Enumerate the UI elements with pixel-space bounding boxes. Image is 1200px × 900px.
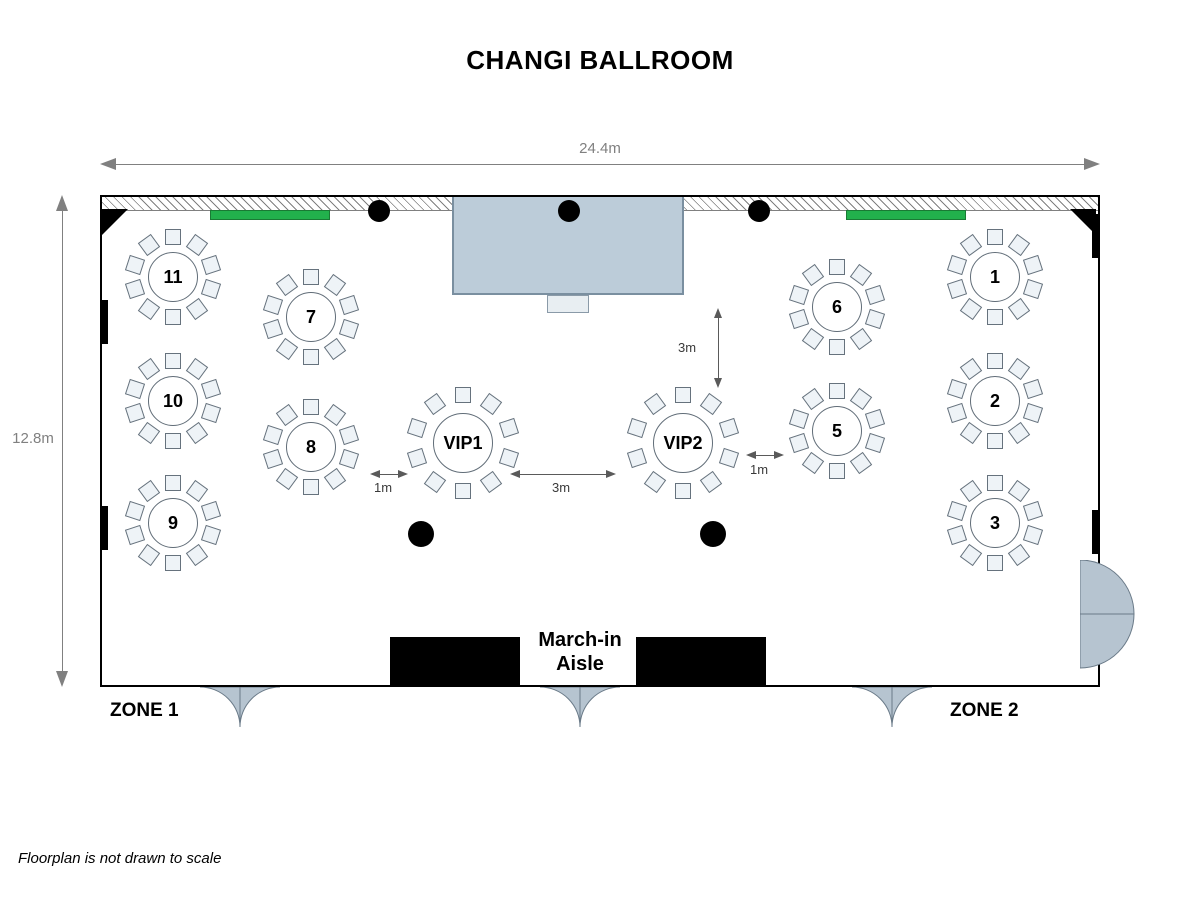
- dim-left-line: [62, 209, 63, 673]
- dim-left-label: 12.8m: [6, 430, 60, 447]
- banquet-table-9: 9: [118, 468, 228, 578]
- table-label: 6: [782, 252, 892, 362]
- dim-top-arrow-left: [100, 158, 116, 170]
- table-label: 7: [256, 262, 366, 372]
- wall-pillar: [100, 300, 108, 344]
- door: [1080, 560, 1138, 674]
- table-label: 2: [940, 346, 1050, 456]
- dim-left-arrow-down: [56, 671, 68, 687]
- footnote: Floorplan is not drawn to scale: [18, 850, 221, 867]
- pillar: [700, 521, 726, 547]
- entry-block: [636, 637, 766, 685]
- dim-arrow: [714, 308, 722, 318]
- aisle-line2: Aisle: [530, 652, 630, 676]
- banquet-table-vip1: VIP1: [398, 378, 528, 508]
- table-label: 1: [940, 222, 1050, 332]
- banquet-table-5: 5: [782, 376, 892, 486]
- dim-label: 3m: [552, 480, 570, 495]
- banquet-table-6: 6: [782, 252, 892, 362]
- table-label: 9: [118, 468, 228, 578]
- banquet-table-11: 11: [118, 222, 228, 332]
- dim-arrow: [606, 470, 616, 478]
- banquet-table-8: 8: [256, 392, 366, 502]
- banquet-table-3: 3: [940, 468, 1050, 578]
- stage-steps: [547, 295, 589, 313]
- dim-left-arrow-up: [56, 195, 68, 211]
- banquet-table-7: 7: [256, 262, 366, 372]
- aisle-line1: March-in: [530, 628, 630, 652]
- door: [852, 687, 932, 731]
- dim-line: [718, 316, 719, 380]
- table-label: 8: [256, 392, 366, 502]
- banquet-table-vip2: VIP2: [618, 378, 748, 508]
- pillar: [408, 521, 434, 547]
- pillar: [368, 200, 390, 222]
- table-label: 10: [118, 346, 228, 456]
- wall-pillar: [1092, 510, 1100, 554]
- pillar: [748, 200, 770, 222]
- door: [540, 687, 620, 731]
- dim-line: [518, 474, 608, 475]
- wall-pillar: [100, 506, 108, 550]
- dim-label: 1m: [750, 462, 768, 477]
- table-label: 11: [118, 222, 228, 332]
- dim-top-line: [114, 164, 1086, 165]
- table-label: 3: [940, 468, 1050, 578]
- corner-pillar: [1070, 209, 1096, 235]
- green-panel: [210, 210, 330, 220]
- table-label: VIP1: [398, 378, 528, 508]
- banquet-table-2: 2: [940, 346, 1050, 456]
- table-label: VIP2: [618, 378, 748, 508]
- banquet-table-10: 10: [118, 346, 228, 456]
- march-in-aisle-label: March-in Aisle: [530, 628, 630, 676]
- dim-line: [378, 474, 400, 475]
- table-label: 5: [782, 376, 892, 486]
- banquet-table-1: 1: [940, 222, 1050, 332]
- dim-label: 3m: [678, 340, 696, 355]
- dim-label: 1m: [374, 480, 392, 495]
- zone-1-label: ZONE 1: [110, 700, 179, 722]
- dim-arrow: [370, 470, 380, 478]
- floorplan-canvas: 24.4m 12.8m March-in Aisle 3m 3m 1m 1m 11 10…: [0, 0, 1200, 900]
- dim-line: [754, 455, 776, 456]
- dim-top-arrow-right: [1084, 158, 1100, 170]
- zone-2-label: ZONE 2: [950, 700, 1019, 722]
- pillar: [558, 200, 580, 222]
- entry-block: [390, 637, 520, 685]
- green-panel: [846, 210, 966, 220]
- dim-top-label: 24.4m: [570, 140, 630, 157]
- door: [200, 687, 280, 731]
